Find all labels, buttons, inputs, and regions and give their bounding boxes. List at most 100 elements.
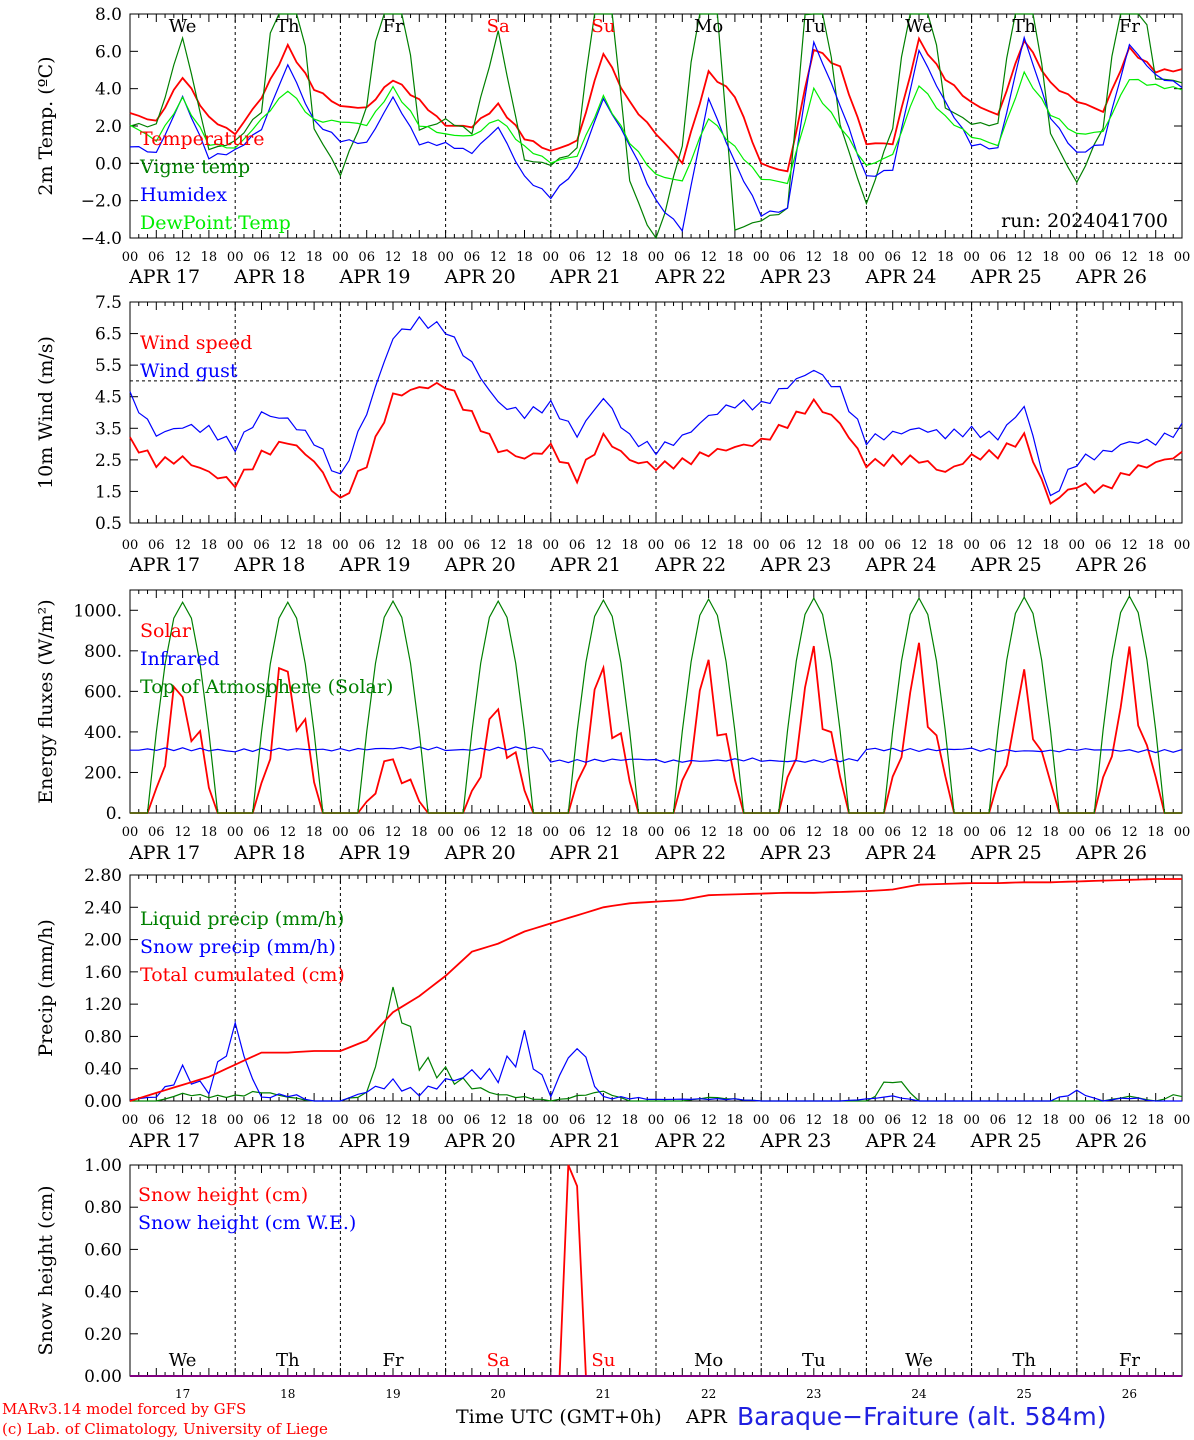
hour-tick-label: 00 [122,1113,139,1128]
hour-tick-label: 18 [937,825,954,840]
day-label: APR 24 [864,842,936,864]
hour-tick-label: 00 [648,250,665,265]
hour-tick-label: 18 [411,538,428,553]
y-tick-label: 1.60 [84,963,122,983]
y-tick-label: 2.00 [84,931,122,951]
hour-tick-label: 18 [201,250,218,265]
day-label: APR 20 [444,554,516,576]
month-label: APR [686,1406,727,1428]
weekday-label-bottom: Mo [694,1350,723,1371]
y-tick-label: 8.0 [95,5,122,25]
hour-tick-label: 06 [253,825,270,840]
hour-tick-label: 06 [884,250,901,265]
hour-tick-label: 06 [464,538,481,553]
y-tick-label: 0.0 [95,154,122,174]
hour-tick-label: 12 [806,1113,823,1128]
legend-entry: Wind speed [140,332,252,354]
hour-tick-label: 18 [411,1113,428,1128]
hour-tick-label: 06 [990,538,1007,553]
hour-tick-label: 18 [516,1113,533,1128]
hour-tick-label: 12 [174,538,191,553]
y-tick-label: 0. [106,804,122,824]
hour-tick-label: 06 [358,825,375,840]
hour-tick-label: 12 [700,250,717,265]
hour-tick-label: 12 [806,825,823,840]
day-number-label: 26 [1122,1387,1137,1401]
hour-tick-label: 06 [358,538,375,553]
hour-tick-label: 12 [280,825,297,840]
day-label: APR 20 [444,266,516,288]
day-label: APR 20 [444,842,516,864]
hour-tick-label: 18 [621,538,638,553]
y-tick-label: 400. [84,723,122,743]
day-label: APR 22 [654,554,726,576]
day-number-label: 19 [385,1387,400,1401]
hour-tick-label: 00 [753,250,770,265]
legend-entry: Total cumulated (cm) [140,964,345,986]
hour-tick-label: 18 [306,250,323,265]
day-label: APR 23 [759,266,831,288]
hour-tick-label: 18 [1147,825,1164,840]
hour-tick-label: 06 [884,1113,901,1128]
y-tick-label: −4.0 [81,229,122,249]
hour-tick-label: 06 [990,825,1007,840]
hour-tick-label: 06 [884,538,901,553]
hour-tick-label: 18 [516,250,533,265]
y-axis-label: Energy fluxes (W/m²) [35,599,57,803]
hour-tick-label: 06 [464,250,481,265]
weekday-label-top: Tu [802,16,826,37]
hour-tick-label: 06 [674,250,691,265]
hour-tick-label: 00 [858,250,875,265]
day-label: APR 24 [864,266,936,288]
day-number-label: 22 [701,1387,716,1401]
y-tick-label: 0.80 [84,1198,122,1218]
hour-tick-label: 18 [621,825,638,840]
hour-tick-label: 06 [358,1113,375,1128]
day-label: APR 21 [549,554,621,576]
hour-tick-label: 18 [411,825,428,840]
hour-tick-label: 00 [1174,538,1191,553]
day-label: APR 25 [970,266,1042,288]
hour-tick-label: 00 [753,538,770,553]
day-number-label: 25 [1017,1387,1032,1401]
legend-entry: Wind gust [140,360,238,382]
credit-line-lab: (c) Lab. of Climatology, University of L… [2,1420,328,1438]
weekday-label-top: Th [1012,16,1036,37]
hour-tick-label: 06 [779,538,796,553]
y-tick-label: 0.40 [84,1060,122,1080]
y-axis-label: 2m Temp. (ºC) [35,56,57,195]
hour-tick-label: 12 [911,1113,928,1128]
hour-tick-label: 18 [1147,538,1164,553]
credits: MARv3.14 model forced by GFS (c) Lab. of… [2,1399,328,1439]
weekday-label-top: Fr [382,16,403,37]
hour-tick-label: 06 [884,825,901,840]
legend-entry: Vigne temp [139,156,250,178]
day-label: APR 22 [654,842,726,864]
hour-tick-label: 06 [569,1113,586,1128]
hour-tick-label: 18 [306,825,323,840]
series-line-wind-gust [129,315,1183,497]
hour-tick-label: 18 [516,538,533,553]
hour-tick-label: 00 [648,825,665,840]
series-line-wind-speed [129,381,1183,505]
hour-tick-label: 18 [201,1113,218,1128]
y-tick-label: 600. [84,682,122,702]
hour-tick-label: 00 [963,825,980,840]
series-line-humidex [129,35,1183,233]
hour-tick-label: 12 [174,250,191,265]
legend-entry: Snow height (cm) [138,1184,308,1206]
hour-tick-label: 00 [1174,1113,1191,1128]
y-tick-label: 0.60 [84,1240,122,1260]
hour-tick-label: 00 [963,538,980,553]
hour-tick-label: 12 [490,825,507,840]
y-tick-label: 7.5 [95,293,122,313]
y-tick-label: 1000. [73,601,122,621]
day-label: APR 18 [233,1130,305,1152]
hour-tick-label: 06 [779,825,796,840]
hour-tick-label: 06 [464,825,481,840]
hour-tick-label: 18 [1042,825,1059,840]
weekday-label-bottom: Fr [382,1350,403,1371]
day-label: APR 24 [864,554,936,576]
y-tick-label: 0.00 [84,1092,122,1112]
hour-tick-label: 12 [1121,538,1138,553]
